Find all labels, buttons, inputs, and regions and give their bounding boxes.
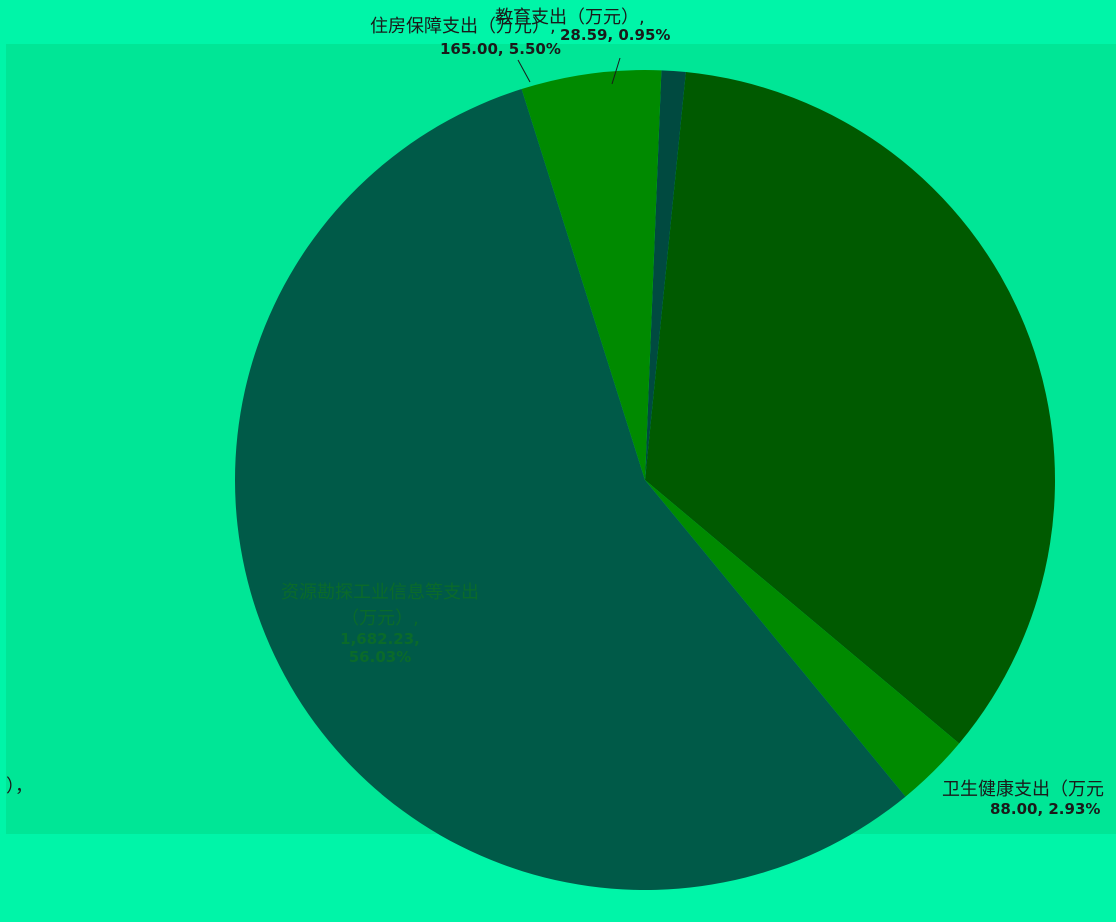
pie-slice-education xyxy=(645,70,686,481)
pie-slice-housing xyxy=(521,70,662,480)
label-left-fragment: ）， xyxy=(6,776,33,797)
pie-slice-unlabeled xyxy=(645,72,1056,744)
leader-line-education xyxy=(611,57,621,85)
label-resource-percent: 56.03% xyxy=(348,648,412,666)
label-education-name: 教育支出（万元）, xyxy=(495,7,645,28)
label-resource: 资源勘探工业信息等支出（万元）, 1,682.23, 56.03% xyxy=(270,578,490,666)
label-resource-name: 资源勘探工业信息等支出（万元）, xyxy=(281,582,479,629)
pie-slice-resource xyxy=(235,89,906,891)
label-education-value: 28.59, 0.95% xyxy=(560,26,671,44)
label-housing-value: 165.00, 5.50% xyxy=(440,40,561,58)
pie-slice-health xyxy=(645,480,960,797)
label-health-name: 卫生健康支出（万元 xyxy=(942,779,1104,800)
label-resource-value: 1,682.23, xyxy=(340,630,420,648)
leader-line-housing xyxy=(517,59,531,83)
label-health-value: 88.00, 2.93% xyxy=(990,800,1101,818)
label-housing-name: 住房保障支出（万元）, xyxy=(370,16,556,37)
